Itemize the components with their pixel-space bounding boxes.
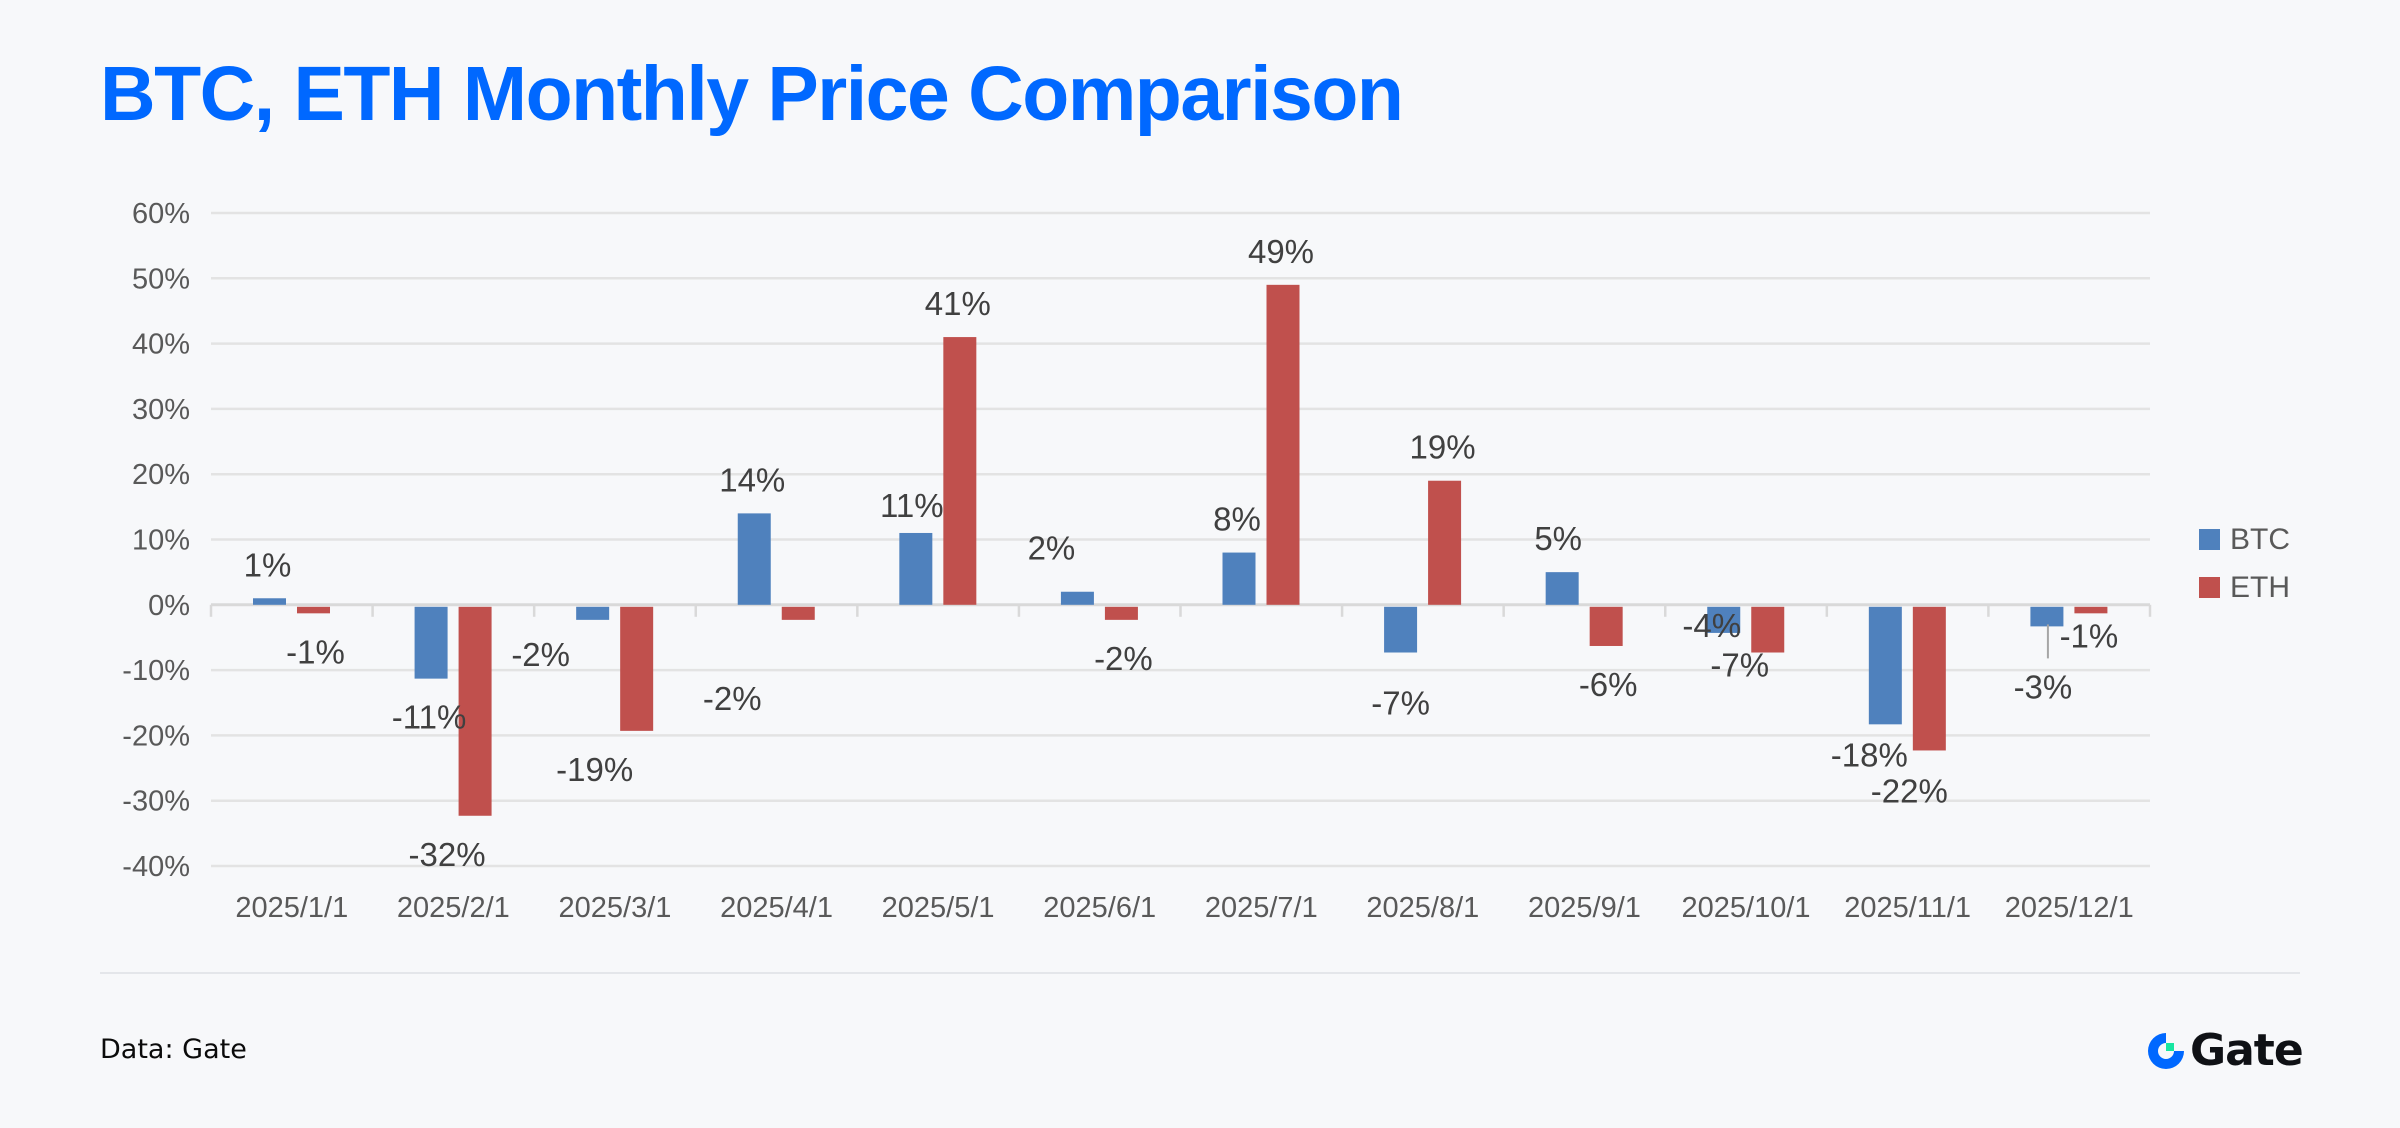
btc-bar: [253, 598, 286, 605]
data-labels: 1% -11% -2% 14% 11% 2% 8% -7% 5% -4% -18% -3% -1% -32…: [244, 233, 2119, 873]
data-source: Data: Gate: [100, 1034, 247, 1065]
chart-title: BTC, ETH Monthly Price Comparison: [100, 51, 1404, 137]
btc-legend-label: BTC: [2230, 523, 2290, 556]
y-tick-label: 20%: [132, 459, 190, 491]
gate-logo[interactable]: Gate: [2146, 1025, 2304, 1076]
x-tick-label: 2025/3/1: [559, 892, 672, 924]
btc-data-label: -11%: [392, 699, 467, 736]
bar-chart: 60% 50% 40% 30% 20% 10% 0% -10% -20% -30% -40% 1% -…: [122, 198, 2290, 924]
eth-bar: [297, 606, 330, 614]
eth-bar: [458, 606, 492, 816]
btc-bar: [1060, 591, 1094, 605]
gridlines: [211, 211, 2150, 868]
btc-legend-swatch: [2199, 529, 2220, 550]
eth-data-label: -32%: [409, 836, 486, 873]
eth-bar: [2074, 606, 2108, 614]
eth-bar: [1751, 606, 1785, 653]
eth-bar: [1266, 284, 1300, 605]
btc-bar: [1384, 606, 1418, 653]
btc-data-label: -18%: [1831, 736, 1908, 773]
x-tick-label: 2025/9/1: [1528, 892, 1641, 924]
y-tick-label: 40%: [132, 329, 190, 361]
btc-data-label: 14%: [719, 461, 785, 498]
btc-data-label: -3%: [2014, 668, 2073, 705]
x-tick-label: 2025/1/1: [235, 892, 348, 924]
btc-bar: [1545, 572, 1579, 605]
gate-logo-text: Gate: [2190, 1025, 2304, 1076]
btc-data-label: -7%: [1371, 685, 1430, 722]
y-tick-label: 10%: [132, 525, 190, 557]
footer-divider: [100, 972, 2300, 974]
y-tick-label: 50%: [132, 263, 190, 295]
btc-bar: [899, 532, 933, 605]
eth-bar: [1428, 480, 1462, 605]
btc-data-label: 2%: [1028, 530, 1076, 567]
eth-data-label: 49%: [1248, 233, 1314, 270]
y-tick-label: -20%: [122, 720, 190, 752]
btc-bar: [1222, 552, 1256, 605]
eth-bar: [781, 606, 815, 620]
y-tick-label: -40%: [122, 851, 190, 883]
eth-data-label: -7%: [1710, 647, 1769, 684]
y-tick-label: -10%: [122, 655, 190, 687]
x-tick-label: 2025/10/1: [1682, 892, 1811, 924]
legend: BTC ETH: [2199, 523, 2290, 604]
btc-bar: [576, 606, 610, 620]
btc-data-label: 11%: [880, 487, 944, 524]
btc-bar: [2030, 606, 2064, 627]
x-tick-label: 2025/5/1: [882, 892, 995, 924]
eth-bar: [1912, 606, 1946, 751]
y-tick-label: 60%: [132, 198, 190, 230]
eth-bar: [1104, 606, 1138, 620]
btc-data-label: -2%: [511, 636, 570, 673]
eth-legend-swatch: [2199, 577, 2220, 598]
eth-data-label: -19%: [556, 751, 633, 788]
x-tick-label: 2025/6/1: [1043, 892, 1156, 924]
eth-data-label: -2%: [1094, 640, 1153, 677]
btc-bar: [414, 606, 448, 679]
y-tick-label: 0%: [148, 590, 190, 622]
y-axis-ticks: 60% 50% 40% 30% 20% 10% 0% -10% -20% -30% -40%: [122, 198, 190, 883]
btc-data-label: -4%: [1682, 607, 1741, 644]
x-tick-label: 2025/11/1: [1844, 892, 1971, 924]
eth-bar: [620, 606, 654, 731]
btc-bar: [1868, 606, 1902, 725]
btc-data-label: 1%: [244, 546, 292, 583]
x-tick-label: 2025/12/1: [2005, 892, 2134, 924]
btc-bar: [1707, 606, 1741, 633]
x-tick-label: 2025/2/1: [397, 892, 510, 924]
bars: [253, 284, 2108, 816]
eth-bar: [943, 337, 977, 605]
y-tick-label: -30%: [122, 786, 190, 818]
eth-legend-label: ETH: [2230, 571, 2290, 604]
eth-data-label: 19%: [1410, 429, 1476, 466]
x-axis: [209, 603, 2152, 617]
y-tick-label: 30%: [132, 394, 190, 426]
eth-data-label: -1%: [286, 633, 345, 670]
btc-data-label: 5%: [1534, 520, 1582, 557]
x-tick-label: 2025/7/1: [1205, 892, 1318, 924]
btc-bar: [737, 513, 771, 605]
btc-data-label: 8%: [1213, 501, 1261, 538]
eth-data-label: -1%: [2060, 617, 2119, 654]
eth-data-label: -6%: [1579, 666, 1638, 703]
x-axis-ticks: 2025/1/1 2025/2/1 2025/3/1 2025/4/1 2025/5/1…: [235, 892, 2133, 924]
gate-logo-icon: [2148, 1033, 2184, 1069]
x-tick-label: 2025/4/1: [720, 892, 833, 924]
eth-data-label: -22%: [1871, 772, 1948, 809]
eth-data-label: 41%: [925, 285, 991, 322]
x-tick-label: 2025/8/1: [1366, 892, 1479, 924]
eth-bar: [1589, 606, 1623, 646]
eth-data-label: -2%: [703, 680, 762, 717]
